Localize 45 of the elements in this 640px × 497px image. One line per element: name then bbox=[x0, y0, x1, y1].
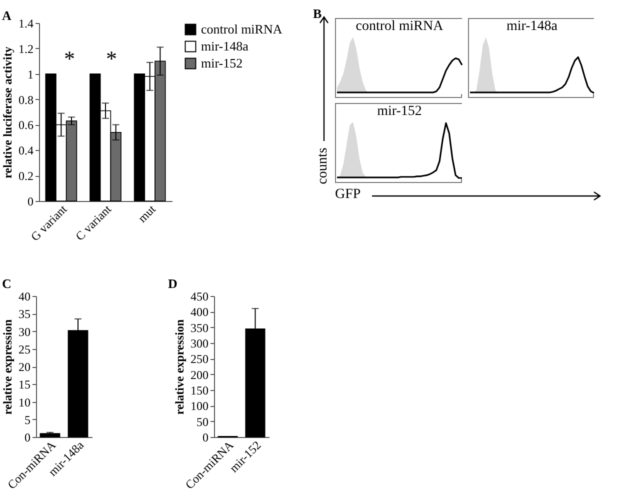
x-tick-label: mut bbox=[135, 202, 159, 226]
chart-title: mir-148a bbox=[506, 19, 558, 34]
y-tick-label: 100 bbox=[190, 399, 208, 414]
y-axis-title: relative expression bbox=[172, 319, 186, 415]
annotation: * bbox=[106, 46, 117, 72]
y-tick-label: 0 bbox=[28, 194, 34, 208]
legend-label: control miRNA bbox=[201, 22, 283, 36]
y-tick-label: 50 bbox=[196, 414, 208, 429]
y-tick-label: 0.2 bbox=[18, 169, 34, 184]
y-tick-label: 0.4 bbox=[18, 144, 34, 158]
y-tick-label: 20 bbox=[18, 360, 30, 374]
y-tick-label: 300 bbox=[190, 336, 208, 350]
text: B bbox=[313, 6, 322, 22]
y-tick-label: 30 bbox=[18, 324, 30, 339]
y-axis-title: relative expression bbox=[0, 319, 14, 415]
y-tick-label: 5 bbox=[24, 412, 30, 427]
chart-title: control miRNA bbox=[356, 19, 444, 34]
y-tick-label: 200 bbox=[190, 368, 208, 382]
text: D bbox=[168, 276, 178, 292]
y-tick-label: 0 bbox=[24, 430, 30, 444]
x-axis-title: GFP bbox=[335, 187, 361, 203]
y-tick-label: 450 bbox=[190, 290, 208, 304]
annotation: * bbox=[64, 46, 75, 72]
y-axis-title: relative luciferase activity bbox=[0, 46, 14, 178]
text: C bbox=[2, 276, 12, 292]
y-tick-label: 40 bbox=[18, 290, 30, 304]
chart-title: mir-152 bbox=[377, 104, 422, 119]
y-tick-label: 0 bbox=[202, 430, 208, 444]
y-tick-label: 25 bbox=[18, 342, 30, 356]
text: A bbox=[2, 8, 12, 24]
y-tick-label: 1 bbox=[28, 67, 34, 82]
legend-label: mir-152 bbox=[201, 56, 243, 70]
legend-label: mir-148a bbox=[201, 38, 249, 54]
y-tick-label: 0.8 bbox=[18, 92, 34, 107]
y-tick-label: 1.2 bbox=[18, 42, 34, 56]
y-axis-title: counts bbox=[315, 148, 332, 184]
y-tick-label: 15 bbox=[18, 378, 30, 392]
y-tick-label: 350 bbox=[190, 320, 208, 335]
y-tick-label: 10 bbox=[18, 395, 30, 410]
y-tick-label: 35 bbox=[18, 307, 30, 322]
y-tick-label: 400 bbox=[190, 305, 208, 320]
y-tick-label: 1.4 bbox=[18, 16, 34, 30]
y-tick-label: 0.6 bbox=[18, 118, 34, 132]
y-tick-label: 150 bbox=[190, 384, 208, 398]
y-tick-label: 250 bbox=[190, 352, 208, 366]
